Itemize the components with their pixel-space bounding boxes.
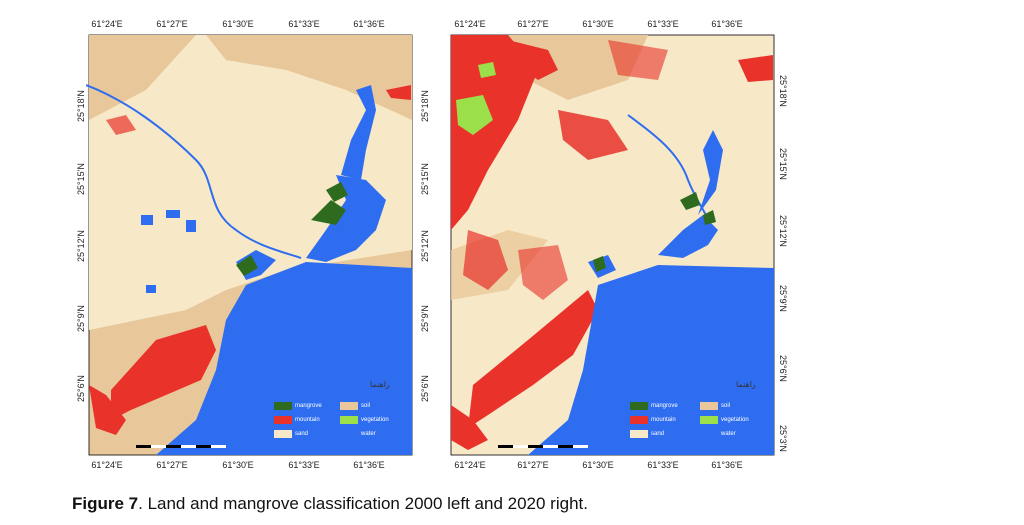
lat-tick-left: 25°6'N [76,375,86,402]
lon-tick-bottom: 61°27'E [517,460,549,470]
lon-tick-bottom: 61°33'E [288,460,320,470]
lat-tick-left: 25°18'N [76,90,86,122]
legend-item-water: water [340,430,376,438]
legend-item-mountain: mountain [274,416,320,424]
legend-item-sand: sand [630,430,664,438]
lat-tick-left: 25°18'N [420,90,430,122]
lat-tick-left: 25°15'N [76,163,86,195]
lon-tick-bottom: 61°33'E [647,460,679,470]
legend-item-vegetation: vegetation [340,416,389,424]
legend-item-soil: soil [700,402,730,410]
lat-tick-right: 25°9'N [778,285,788,312]
legend-item-mangrove: mangrove [630,402,678,410]
legend-item-sand: sand [274,430,308,438]
legend-item-mangrove: mangrove [274,402,322,410]
lat-tick-left: 25°9'N [420,305,430,332]
lon-tick-top: 61°36'E [711,19,743,29]
lon-tick-bottom: 61°30'E [222,460,254,470]
lon-tick-bottom: 61°27'E [156,460,188,470]
lat-tick-right: 25°15'N [778,148,788,180]
legend-title: راهنما [736,380,756,389]
legend-item-soil: soil [340,402,370,410]
lat-tick-left: 25°9'N [76,305,86,332]
legend-item-mountain: mountain [630,416,676,424]
lon-tick-top: 61°30'E [582,19,614,29]
legend-item-water: water [700,430,736,438]
lat-tick-left: 25°12'N [76,230,86,262]
lon-tick-top: 61°24'E [454,19,486,29]
scale-bar [136,445,226,448]
legend-title: راهنما [370,380,390,389]
lon-tick-top: 61°33'E [647,19,679,29]
caption-label: Figure 7 [72,494,139,513]
lat-tick-right: 25°18'N [778,75,788,107]
lat-tick-left: 25°6'N [420,375,430,402]
lat-tick-left: 25°12'N [420,230,430,262]
lon-tick-top: 61°36'E [353,19,385,29]
lon-tick-top: 61°33'E [288,19,320,29]
lat-tick-right: 25°3'N [778,425,788,452]
map-2000-image [86,34,413,456]
map-2020: 61°24'E 61°27'E 61°30'E 61°33'E 61°36'E … [420,0,788,470]
map-2020-image [450,34,775,456]
lon-tick-top: 61°30'E [222,19,254,29]
lon-tick-bottom: 61°36'E [353,460,385,470]
scale-bar [498,445,588,448]
legend-2020: mangrove soil mountain vegetation sand w… [630,402,765,442]
lon-tick-bottom: 61°24'E [454,460,486,470]
map-2000: 61°24'E 61°27'E 61°30'E 61°33'E 61°36'E … [76,0,416,470]
lon-tick-bottom: 61°24'E [91,460,123,470]
legend-2000: mangrove soil mountain vegetation sand w… [274,402,409,442]
legend-item-vegetation: vegetation [700,416,749,424]
lat-tick-right: 25°12'N [778,215,788,247]
lat-tick-left: 25°15'N [420,163,430,195]
lon-tick-bottom: 61°36'E [711,460,743,470]
lon-tick-top: 61°24'E [91,19,123,29]
lon-tick-bottom: 61°30'E [582,460,614,470]
lat-tick-right: 25°6'N [778,355,788,382]
caption-text: . Land and mangrove classification 2000 … [138,494,588,513]
figure-caption: Figure 7. Land and mangrove classificati… [72,494,588,514]
lon-tick-top: 61°27'E [156,19,188,29]
lon-tick-top: 61°27'E [517,19,549,29]
